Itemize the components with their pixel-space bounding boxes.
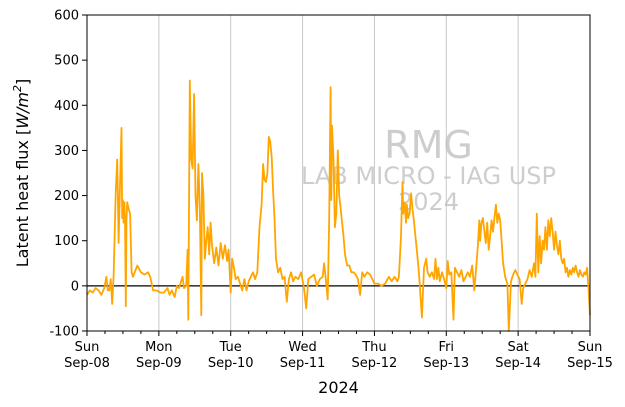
x-tick-weekday: Tue	[219, 340, 242, 355]
y-axis-ticks: -100 0 100 200 300 400 500 600	[49, 9, 87, 340]
vertical-gridlines	[158, 15, 519, 331]
y-tick-label: 0	[71, 279, 79, 294]
y-axis-label-text: Latent heat flux [	[13, 129, 32, 268]
x-tick-date: Sep-11	[280, 356, 326, 371]
x-tick-date: Sep-12	[352, 356, 398, 371]
x-tick-date: Sep-08	[64, 356, 110, 371]
x-tick-date: Sep-10	[208, 356, 254, 371]
y-axis-label: Latent heat flux [W/m2]	[11, 79, 32, 268]
x-tick-weekday: Mon	[145, 340, 172, 355]
y-axis-label-close: ]	[13, 79, 32, 85]
x-tick-weekday: Thu	[361, 340, 386, 355]
watermark-line-1: RMG	[384, 123, 473, 167]
y-tick-label: 500	[54, 54, 79, 69]
x-tick-date: Sep-14	[495, 356, 541, 371]
x-axis-ticks: SunSep-08MonSep-09TueSep-10WedSep-11ThuS…	[64, 331, 613, 371]
x-tick-date: Sep-13	[423, 356, 469, 371]
y-tick-label: 200	[54, 189, 79, 204]
x-tick-weekday: Fri	[439, 340, 455, 355]
watermark: RMG LAB MICRO - IAG USP 2024	[301, 123, 556, 216]
y-axis-label-unit: W/m	[13, 92, 32, 129]
y-tick-label: 400	[54, 99, 79, 114]
y-tick-label: 600	[54, 9, 79, 24]
watermark-line-2: LAB MICRO - IAG USP	[301, 162, 556, 190]
x-tick-date: Sep-15	[567, 356, 613, 371]
x-tick-weekday: Sun	[578, 340, 603, 355]
x-tick-date: Sep-09	[136, 356, 182, 371]
x-tick-weekday: Wed	[288, 340, 316, 355]
y-tick-label: 100	[54, 234, 79, 249]
y-axis-label-exponent: 2	[11, 85, 24, 92]
latent-heat-flux-series-line	[86, 79, 591, 332]
y-tick-label: 300	[54, 144, 79, 159]
y-tick-label: -100	[49, 325, 79, 340]
x-axis-label: 2024	[318, 378, 359, 397]
x-tick-weekday: Sat	[507, 340, 528, 355]
x-tick-weekday: Sun	[75, 340, 100, 355]
